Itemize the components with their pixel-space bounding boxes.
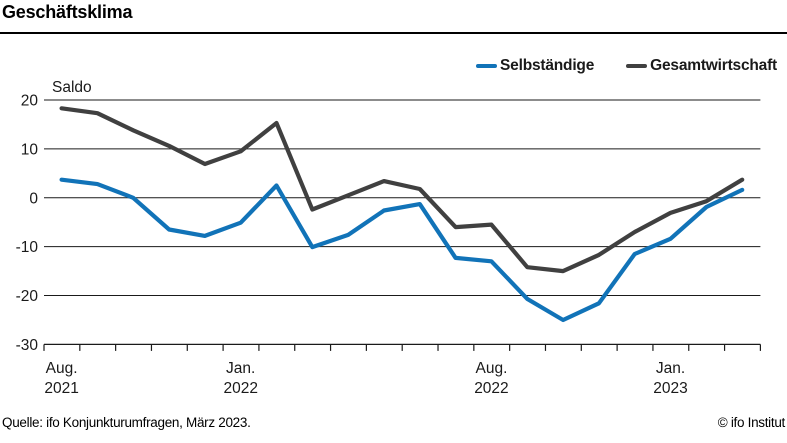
y-tick-label: -30 xyxy=(16,337,39,354)
series-line-gesamtwirtschaft xyxy=(59,106,745,274)
legend-label-gesamtwirtschaft: Gesamtwirtschaft xyxy=(650,57,777,74)
source-note: Quelle: ifo Konjunkturumfragen, März 202… xyxy=(2,415,251,430)
chart-footer: Quelle: ifo Konjunkturumfragen, März 202… xyxy=(0,415,787,430)
y-tick-label: 10 xyxy=(21,141,39,158)
x-tick-label-year: 2022 xyxy=(223,380,257,397)
y-axis-title: Saldo xyxy=(52,79,92,96)
legend-label-selbstaendige: Selbständige xyxy=(500,57,595,74)
legend-item-gesamtwirtschaft: Gesamtwirtschaft xyxy=(626,57,777,75)
x-tick-label-month: Aug. xyxy=(475,360,507,377)
title-divider xyxy=(0,32,787,34)
x-tick-label-month: Jan. xyxy=(656,360,685,377)
series-line-selbstaendige xyxy=(59,177,745,323)
gesamtwirtschaft-line-swatch xyxy=(626,64,648,68)
copyright-note: © ifo Institut xyxy=(717,415,786,430)
legend-item-selbstaendige: Selbständige xyxy=(476,57,594,75)
x-tick-label-year: 2021 xyxy=(44,380,78,397)
y-tick-label: -10 xyxy=(16,239,39,256)
y-tick-label: 20 xyxy=(21,93,39,110)
y-tick-label: -20 xyxy=(16,288,39,305)
chart-legend: Selbständige Gesamtwirtschaft xyxy=(476,57,777,75)
x-tick-label-year: 2022 xyxy=(474,380,508,397)
selbstaendige-line-swatch xyxy=(476,64,498,68)
y-tick-label: 0 xyxy=(29,190,38,207)
x-tick-label-year: 2023 xyxy=(653,380,687,397)
x-tick-label-month: Jan. xyxy=(226,360,255,377)
page-title: Geschäftsklima xyxy=(2,2,133,22)
x-tick-label-month: Aug. xyxy=(46,360,78,377)
